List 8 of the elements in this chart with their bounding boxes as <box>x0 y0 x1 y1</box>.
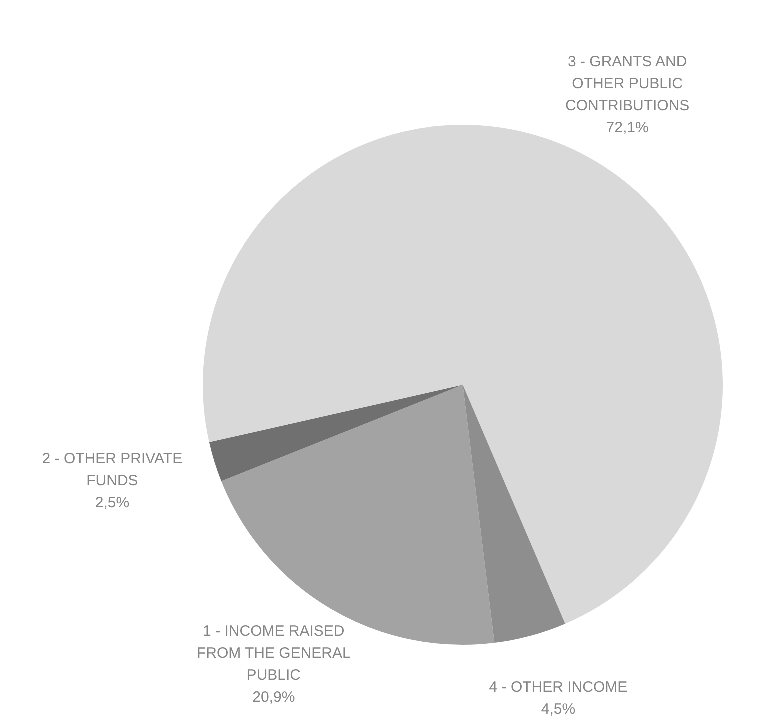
data-label: 4,5% <box>541 700 576 718</box>
slice-label: 2 - OTHER PRIVATE FUNDS <box>42 450 183 490</box>
slice-label: 1 - INCOME RAISED FROM THE GENERAL PUBLIC <box>196 622 351 684</box>
data-label: 20,9% <box>252 688 296 706</box>
slice-label: 4 - OTHER INCOME <box>489 678 628 696</box>
data-label: 2,5% <box>95 494 130 512</box>
slice-label: 3 - GRANTS AND OTHER PUBLIC CONTRIBUTIONS <box>565 54 690 115</box>
data-label: 72,1% <box>606 120 649 137</box>
